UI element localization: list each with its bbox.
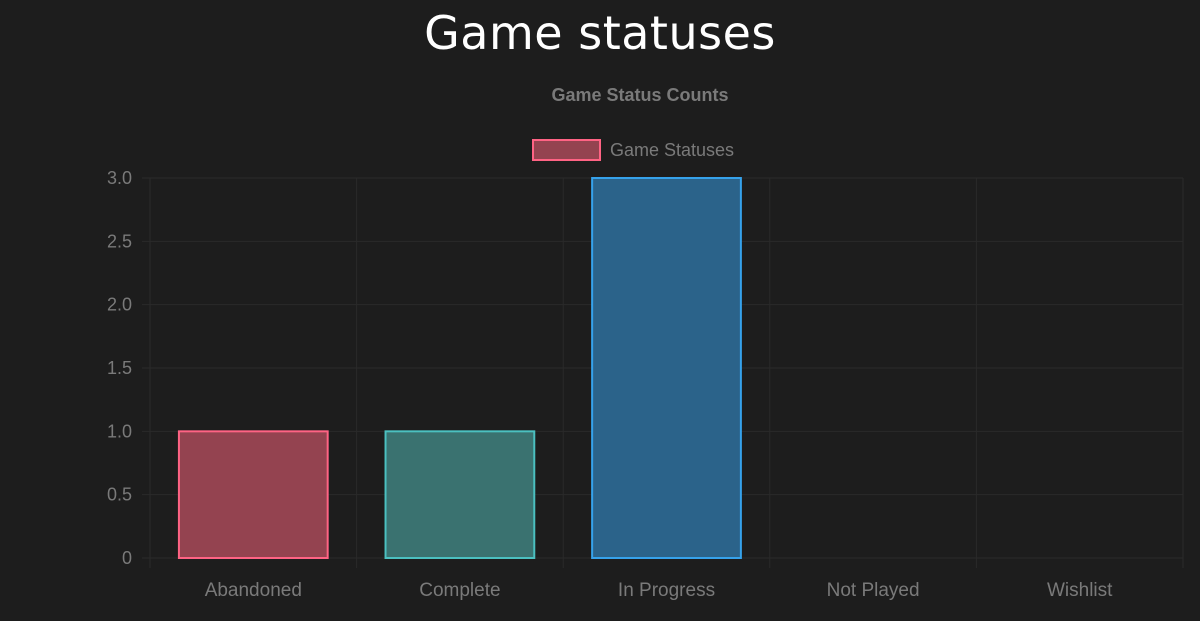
y-tick-label: 2.5 [107, 231, 132, 251]
x-tick-label: Complete [419, 580, 500, 601]
y-tick-label: 0 [122, 548, 132, 568]
y-tick-label: 3.0 [107, 168, 132, 188]
y-tick-label: 1.5 [107, 358, 132, 378]
y-tick-label: 1.0 [107, 421, 132, 441]
bar-abandoned[interactable] [177, 430, 329, 560]
chart-title: Game Status Counts [551, 85, 728, 105]
bar-complete[interactable] [384, 430, 536, 560]
y-tick-label: 0.5 [107, 485, 132, 505]
y-axis: 0 0.5 1.0 1.5 2.0 2.5 3.0 [107, 168, 132, 568]
x-tick-label: Not Played [827, 580, 920, 601]
y-tick-label: 2.0 [107, 295, 132, 315]
page-title: Game statuses [424, 6, 776, 60]
x-tick-label: In Progress [618, 580, 715, 601]
x-axis: Abandoned Complete In Progress Not Played Wi… [205, 580, 1113, 601]
bar-series [177, 177, 742, 560]
bar-in-progress[interactable] [591, 177, 742, 559]
legend-label: Game Statuses [610, 140, 734, 160]
x-tick-label: Abandoned [205, 580, 302, 601]
chart-legend[interactable]: Game Statuses [532, 139, 734, 161]
legend-swatch [532, 139, 601, 161]
x-tick-label: Wishlist [1047, 580, 1113, 601]
